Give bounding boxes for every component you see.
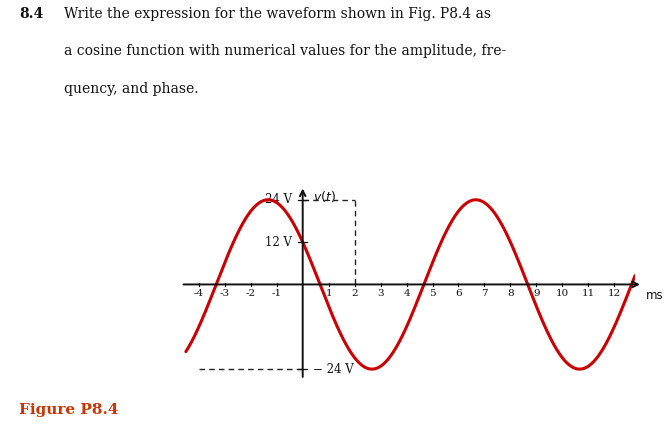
- Text: 7: 7: [481, 289, 488, 298]
- Text: -2: -2: [246, 289, 256, 298]
- Text: 11: 11: [582, 289, 595, 298]
- Text: 9: 9: [533, 289, 540, 298]
- Text: -1: -1: [271, 289, 282, 298]
- Text: Figure P8.4: Figure P8.4: [19, 403, 118, 417]
- Text: 8.4: 8.4: [19, 7, 43, 21]
- Text: 5: 5: [429, 289, 436, 298]
- Text: 8: 8: [507, 289, 513, 298]
- Text: − 24 V: − 24 V: [313, 363, 354, 376]
- Text: 1: 1: [325, 289, 332, 298]
- Text: 24 V: 24 V: [265, 193, 292, 206]
- Text: 3: 3: [377, 289, 384, 298]
- Text: -4: -4: [194, 289, 204, 298]
- Text: 4: 4: [403, 289, 410, 298]
- Text: quency, and phase.: quency, and phase.: [64, 82, 198, 96]
- Text: 12 V: 12 V: [265, 235, 292, 249]
- Text: 6: 6: [455, 289, 462, 298]
- Text: a cosine function with numerical values for the amplitude, fre-: a cosine function with numerical values …: [64, 44, 506, 58]
- Text: ms: ms: [645, 289, 663, 302]
- Text: -3: -3: [220, 289, 230, 298]
- Text: $v(t)$: $v(t)$: [313, 189, 336, 204]
- Text: 2: 2: [351, 289, 358, 298]
- Text: 12: 12: [607, 289, 621, 298]
- Text: Write the expression for the waveform shown in Fig. P8.4 as: Write the expression for the waveform sh…: [64, 7, 491, 21]
- Text: 10: 10: [556, 289, 569, 298]
